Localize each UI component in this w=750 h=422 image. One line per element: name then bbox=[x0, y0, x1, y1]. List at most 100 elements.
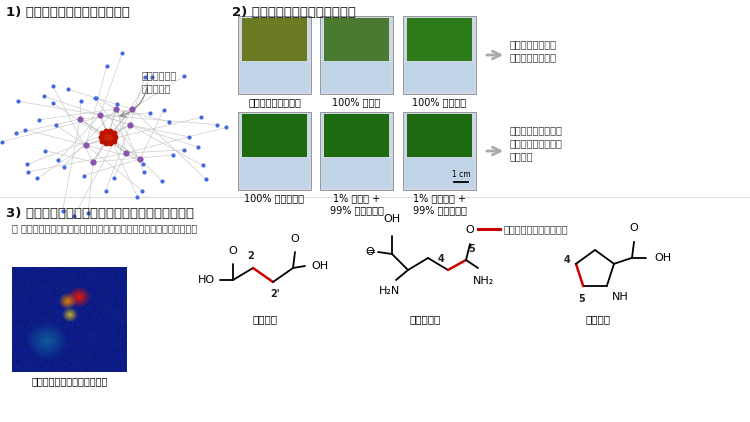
Text: 2': 2' bbox=[270, 289, 280, 299]
Point bbox=[75, 97, 87, 104]
Point bbox=[39, 147, 51, 154]
Bar bbox=[320, 16, 393, 94]
Point bbox=[211, 121, 223, 128]
Point bbox=[196, 162, 208, 169]
Text: NH₂: NH₂ bbox=[473, 276, 495, 286]
Point bbox=[56, 208, 68, 214]
Text: 5: 5 bbox=[468, 244, 475, 254]
Point bbox=[34, 116, 46, 123]
Text: アラニン由来の炭素を可視化: アラニン由来の炭素を可視化 bbox=[32, 376, 108, 386]
Text: =: = bbox=[367, 247, 376, 257]
Text: 1% コリン +
99% 無機態窒素: 1% コリン + 99% 無機態窒素 bbox=[329, 193, 383, 215]
Point bbox=[192, 144, 204, 151]
Text: 2: 2 bbox=[248, 251, 254, 261]
Point bbox=[53, 157, 64, 164]
Point bbox=[126, 106, 138, 112]
Point bbox=[88, 94, 101, 101]
Point bbox=[21, 161, 33, 168]
Text: アラニンは栄養源
として利用される: アラニンは栄養源 として利用される bbox=[510, 40, 557, 62]
Point bbox=[22, 168, 34, 175]
Bar bbox=[322, 158, 391, 188]
Bar bbox=[320, 112, 393, 190]
Text: コリンとアラニンは
生理活性物質として
作用する: コリンとアラニンは 生理活性物質として 作用する bbox=[510, 125, 562, 161]
Point bbox=[96, 137, 108, 144]
Bar bbox=[240, 158, 309, 188]
Point bbox=[90, 94, 102, 101]
Bar bbox=[324, 18, 389, 61]
Text: 2) 無菌栽培で有機態窒素の評価: 2) 無菌栽培で有機態窒素の評価 bbox=[232, 6, 356, 19]
Bar bbox=[242, 18, 307, 61]
Point bbox=[183, 133, 195, 140]
Point bbox=[104, 128, 116, 135]
Point bbox=[134, 156, 146, 162]
Point bbox=[68, 213, 80, 220]
Point bbox=[77, 172, 89, 179]
Bar bbox=[403, 16, 476, 94]
Point bbox=[109, 134, 121, 141]
Bar bbox=[322, 62, 391, 92]
Text: 100% アラニン: 100% アラニン bbox=[413, 97, 466, 107]
Point bbox=[82, 210, 94, 216]
Point bbox=[137, 168, 149, 175]
Text: 1% アラニン +
99% 無機態窒素: 1% アラニン + 99% 無機態窒素 bbox=[413, 193, 466, 215]
Text: 4: 4 bbox=[437, 254, 444, 264]
Point bbox=[110, 100, 122, 107]
Text: 有機態窒素が
ハブノード: 有機態窒素が ハブノード bbox=[142, 70, 177, 93]
Point bbox=[178, 73, 190, 80]
Bar bbox=[403, 112, 476, 190]
Text: 4: 4 bbox=[563, 255, 570, 265]
Point bbox=[195, 114, 207, 121]
Text: HO: HO bbox=[198, 275, 215, 285]
Point bbox=[146, 74, 158, 81]
Point bbox=[80, 142, 92, 149]
Text: 5: 5 bbox=[578, 294, 584, 304]
Bar bbox=[240, 62, 309, 92]
Point bbox=[96, 130, 108, 137]
Point bbox=[0, 138, 8, 145]
Bar bbox=[238, 16, 311, 94]
Bar bbox=[405, 158, 474, 188]
Point bbox=[108, 130, 120, 137]
Point bbox=[95, 134, 107, 141]
Text: O: O bbox=[291, 234, 299, 244]
Point bbox=[100, 187, 112, 194]
Point bbox=[108, 137, 120, 144]
Bar bbox=[407, 114, 472, 157]
Point bbox=[46, 82, 58, 89]
Point bbox=[220, 124, 232, 131]
Text: アラニン由来の炭素結合: アラニン由来の炭素結合 bbox=[504, 224, 568, 234]
Text: OH: OH bbox=[383, 214, 400, 224]
Bar bbox=[242, 114, 307, 157]
Point bbox=[139, 73, 151, 80]
Point bbox=[163, 118, 175, 125]
Text: 若い葉: 若い葉 bbox=[44, 277, 62, 287]
Text: コハク酸: コハク酸 bbox=[253, 314, 278, 324]
Text: H₂N: H₂N bbox=[380, 286, 400, 296]
Point bbox=[120, 150, 132, 157]
Point bbox=[50, 122, 62, 128]
Point bbox=[158, 106, 170, 113]
Bar bbox=[407, 18, 472, 61]
Bar bbox=[324, 114, 389, 157]
Point bbox=[116, 50, 128, 57]
Text: O: O bbox=[630, 223, 638, 233]
Point bbox=[46, 100, 58, 106]
Text: 1) 作物の収量を含むモジュール: 1) 作物の収量を含むモジュール bbox=[6, 6, 130, 19]
Text: 3) 同位体標識によりアラニンの吸収と代謝の評価: 3) 同位体標識によりアラニンの吸収と代謝の評価 bbox=[6, 207, 194, 220]
Point bbox=[100, 62, 112, 69]
Point bbox=[143, 109, 155, 116]
Point bbox=[178, 146, 190, 153]
Text: 1 cm: 1 cm bbox=[70, 349, 88, 358]
Text: プロリン: プロリン bbox=[586, 314, 610, 324]
Point bbox=[32, 175, 44, 182]
Text: 茎頂: 茎頂 bbox=[30, 293, 42, 303]
Point bbox=[108, 175, 120, 181]
Point bbox=[94, 112, 106, 119]
Point bbox=[12, 98, 24, 105]
Point bbox=[74, 116, 86, 122]
Point bbox=[102, 134, 114, 141]
Point bbox=[100, 139, 112, 146]
Point bbox=[124, 122, 136, 128]
Text: 100% 無機態窒素: 100% 無機態窒素 bbox=[244, 193, 304, 203]
Text: 1 cm: 1 cm bbox=[452, 170, 470, 179]
